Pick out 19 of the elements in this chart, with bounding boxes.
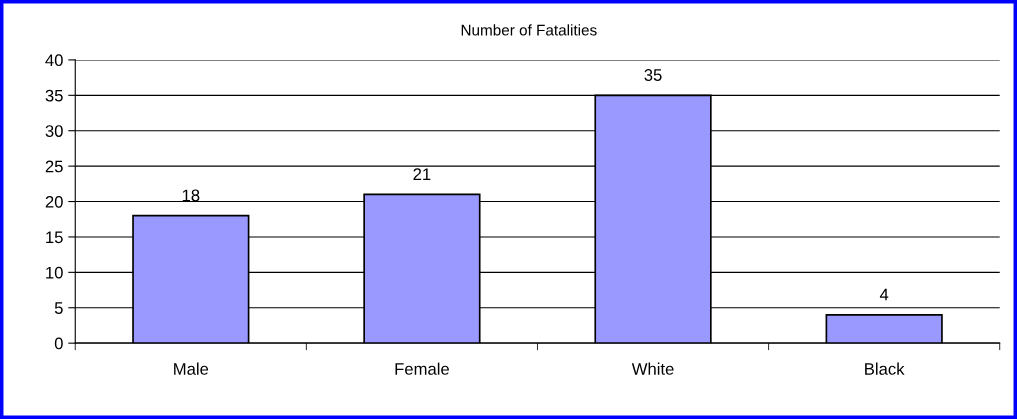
x-tick-label: Male — [174, 362, 209, 375]
x-tick-label: Female — [395, 362, 449, 375]
y-tick-label: 0 — [54, 337, 63, 350]
chart-title: Number of Fatalities — [461, 24, 597, 36]
y-tick-label: 20 — [45, 195, 63, 208]
y-tick-label: 30 — [45, 125, 63, 137]
data-label: 21 — [413, 168, 431, 180]
x-tick-label: Black — [865, 362, 905, 375]
data-label: 35 — [644, 69, 662, 81]
data-label: 4 — [879, 288, 889, 301]
y-tick-label: 35 — [45, 89, 63, 102]
x-tick-label: White — [631, 362, 674, 375]
y-tick-label: 10 — [46, 266, 63, 279]
y-tick-label: 5 — [54, 302, 63, 314]
y-tick-label: 15 — [46, 231, 63, 244]
data-label: 18 — [182, 189, 200, 202]
y-tick-label: 40 — [45, 54, 63, 67]
y-tick-label: 25 — [45, 160, 63, 173]
bar — [825, 314, 943, 344]
